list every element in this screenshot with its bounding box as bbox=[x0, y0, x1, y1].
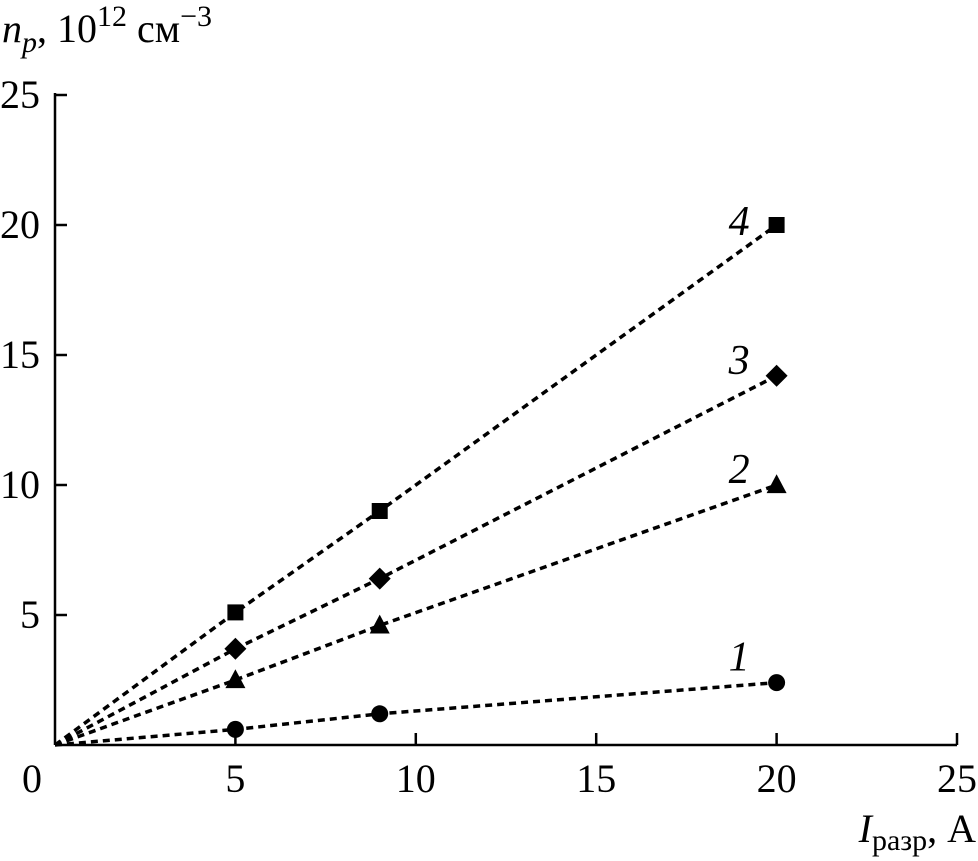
x-axis-title-sub: разр bbox=[872, 824, 927, 857]
x-axis-title: Iразр, A bbox=[858, 806, 977, 857]
data-point-4-1 bbox=[227, 604, 244, 621]
y-tick-label: 20 bbox=[0, 202, 40, 247]
data-point-3-2 bbox=[368, 567, 391, 590]
data-point-2-2 bbox=[369, 614, 390, 634]
series-4: 4 bbox=[53, 199, 785, 747]
x-tick-label: 20 bbox=[757, 756, 797, 801]
axes: 0 5 10 15 20 25 5 10 15 20 25 bbox=[0, 72, 977, 801]
y-axis-title: np, 1012 см−3 bbox=[2, 0, 212, 59]
y-axis-title-main: n bbox=[2, 6, 22, 51]
y-tick-label: 5 bbox=[20, 592, 40, 637]
series-3: 3 bbox=[54, 338, 788, 747]
curve-label-4: 4 bbox=[729, 199, 750, 245]
y-axis-title-unit: , 10 bbox=[37, 6, 97, 51]
series-line-2 bbox=[54, 483, 778, 747]
data-point-1-2 bbox=[371, 705, 389, 723]
series-1: 1 bbox=[54, 635, 786, 747]
data-point-2-1 bbox=[225, 669, 246, 689]
y-axis-title-unit2: см bbox=[127, 6, 180, 51]
data-point-2-3 bbox=[766, 474, 787, 494]
x-tick-label: 0 bbox=[22, 756, 42, 801]
x-tick-label: 15 bbox=[576, 756, 616, 801]
curve-label-1: 1 bbox=[729, 635, 750, 681]
x-tick-label: 5 bbox=[225, 756, 245, 801]
data-point-3-3 bbox=[765, 364, 788, 387]
curve-label-2: 2 bbox=[729, 447, 750, 493]
y-axis-title-sub: p bbox=[20, 26, 37, 59]
data-point-4-3 bbox=[768, 217, 785, 233]
series-2: 2 bbox=[54, 447, 787, 747]
y-axis-title-unit2-exp: −3 bbox=[180, 0, 212, 33]
x-tick-label: 25 bbox=[937, 756, 977, 801]
y-tick-label: 15 bbox=[0, 332, 40, 377]
x-tick-label: 10 bbox=[396, 756, 436, 801]
x-axis-title-main: I bbox=[858, 806, 874, 851]
data-point-3-1 bbox=[224, 637, 247, 660]
y-axis-title-exp: 12 bbox=[97, 0, 127, 33]
data-point-1-3 bbox=[768, 674, 786, 692]
curve-label-3: 3 bbox=[728, 338, 750, 384]
series-line-1 bbox=[54, 680, 777, 747]
data-point-4-2 bbox=[371, 503, 388, 519]
series-line-3 bbox=[54, 374, 778, 747]
y-tick-label: 25 bbox=[0, 72, 40, 117]
series-line-4 bbox=[53, 223, 778, 747]
x-axis-title-unit: , A bbox=[927, 806, 976, 851]
y-tick-label: 10 bbox=[0, 462, 40, 507]
data-point-1-1 bbox=[226, 720, 244, 738]
series-group: 1 2 3 4 bbox=[53, 199, 788, 747]
